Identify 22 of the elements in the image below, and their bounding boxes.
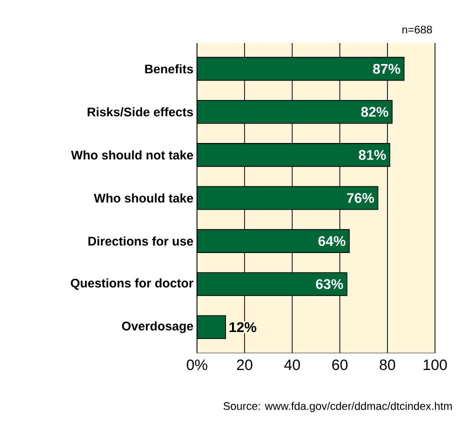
y-tick-label: Who should take [94,193,194,203]
y-tick-label: Who should not take [71,150,194,160]
y-tick-label: Benefits [145,64,193,74]
y-tick-label: Overdosage [122,321,194,333]
data-label: 76% [347,193,374,203]
x-tick-label: 40 [284,360,300,370]
y-tick-label: Directions for use [88,236,194,246]
source-note: Source: www.fda.gov/cder/ddmac/dtcindex.htm [224,402,452,412]
data-label: 81% [358,150,386,160]
x-tick-label: 20 [237,360,252,370]
y-tick-label: Questions for doctor [70,278,194,290]
x-tick-label: 100 [424,360,447,370]
x-tick-label: 0% [186,360,208,370]
x-tick-label: 80 [380,360,396,370]
data-label: 82% [361,106,388,117]
data-label: 12% [230,322,256,332]
y-tick-label: Risks/Side effects [88,107,193,117]
data-label: 64% [318,236,346,246]
data-label: 87% [373,64,400,74]
x-tick-label: 60 [332,360,348,370]
data-label: 63% [316,279,344,290]
text: n=688 [402,26,432,34]
